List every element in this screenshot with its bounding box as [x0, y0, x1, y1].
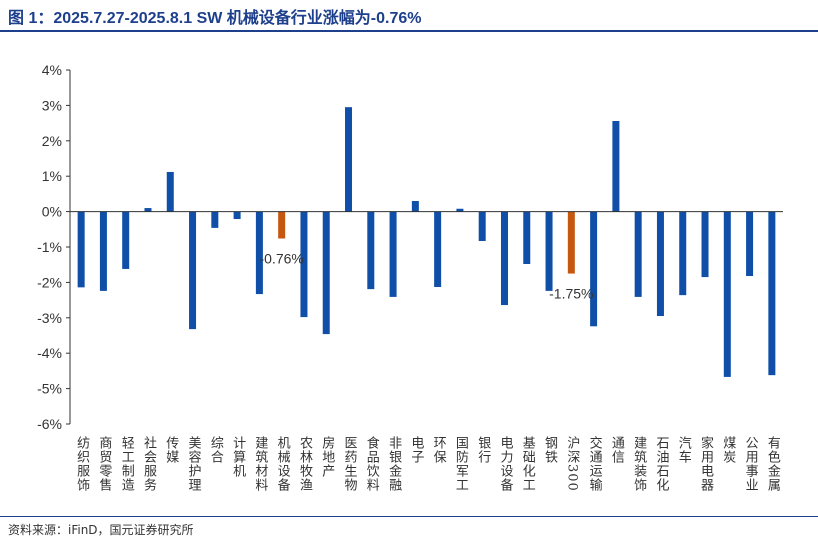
bar-非银金融 — [389, 211, 397, 297]
x-tick-label: 钢铁 — [542, 436, 558, 464]
y-tick-label: -5% — [37, 381, 62, 397]
x-tick-label: 建筑装饰 — [631, 436, 647, 492]
bar-房地产 — [322, 211, 330, 335]
bar-建筑材料 — [255, 211, 263, 295]
bar-沪深300 — [567, 211, 575, 274]
bar-建筑装饰 — [634, 211, 642, 297]
x-tick-label: 家用电器 — [698, 436, 714, 492]
bar-汽车 — [679, 211, 687, 296]
bar-环保 — [434, 211, 442, 288]
x-tick-label: 电子 — [408, 436, 424, 464]
x-tick-label: 医药生物 — [341, 436, 357, 492]
bar-交通运输 — [590, 211, 598, 327]
y-tick-label: -6% — [37, 416, 62, 432]
bar-综合 — [211, 211, 219, 228]
x-tick-label: 轻工制造 — [118, 436, 134, 492]
y-tick-label: -3% — [37, 310, 62, 326]
x-tick-label: 电力设备 — [497, 436, 513, 492]
x-tick-label: 公用事业 — [742, 436, 758, 492]
y-tick-label: 4% — [42, 62, 62, 78]
x-tick-label: 传媒 — [163, 436, 179, 464]
bar-银行 — [478, 211, 486, 241]
y-tick-label: -2% — [37, 274, 62, 290]
bar-计算机 — [233, 211, 241, 220]
bar-轻工制造 — [122, 211, 130, 269]
bar-食品饮料 — [367, 211, 375, 290]
x-tick-label: 综合 — [207, 436, 223, 464]
bar-国防军工 — [456, 208, 464, 212]
x-tick-label: 交通运输 — [586, 436, 602, 492]
x-tick-label: 基础化工 — [519, 436, 535, 492]
bar-商贸零售 — [99, 211, 107, 291]
x-tick-label: 房地产 — [319, 436, 335, 478]
x-tick-label: 计算机 — [230, 436, 246, 478]
y-tick-label: 0% — [42, 204, 62, 220]
bar-机械设备 — [278, 211, 286, 239]
x-tick-label: 农林牧渔 — [296, 436, 312, 492]
bar-医药生物 — [345, 107, 353, 212]
x-tick-label: 美容护理 — [185, 436, 201, 492]
bar-农林牧渔 — [300, 211, 308, 318]
y-tick-label: 1% — [42, 168, 62, 184]
x-tick-label: 建筑材料 — [252, 436, 268, 492]
x-tick-label: 环保 — [430, 436, 446, 464]
x-tick-label: 煤炭 — [720, 436, 736, 464]
bar-煤炭 — [723, 211, 731, 377]
bar-有色金属 — [768, 211, 776, 376]
source-note: 资料来源：iFinD，国元证券研究所 — [8, 523, 194, 537]
x-tick-label: 机械设备 — [274, 436, 290, 492]
x-tick-label: 有色金属 — [764, 436, 780, 492]
bar-家用电器 — [701, 211, 709, 278]
footer-divider — [0, 516, 818, 517]
x-tick-label: 银行 — [475, 436, 491, 464]
x-tick-label: 国防军工 — [452, 436, 468, 492]
bar-公用事业 — [746, 211, 754, 277]
bar-纺织服饰 — [77, 211, 85, 288]
x-tick-label: 社会服务 — [140, 436, 156, 492]
x-tick-label: 食品饮料 — [363, 436, 379, 492]
data-label: -0.76% — [259, 251, 303, 267]
x-tick-label: 商贸零售 — [96, 436, 112, 492]
x-tick-label: 纺织服饰 — [74, 436, 90, 492]
x-tick-label: 石油石化 — [653, 436, 669, 492]
x-tick-label: 非银金融 — [386, 436, 402, 492]
bar-石油石化 — [656, 211, 664, 317]
y-tick-label: 2% — [42, 133, 62, 149]
title-divider — [0, 30, 818, 32]
bar-基础化工 — [523, 211, 531, 264]
bar-电子 — [411, 200, 419, 212]
data-label: -1.75% — [549, 286, 593, 302]
y-tick-label: -4% — [37, 345, 62, 361]
x-tick-label: 汽车 — [675, 436, 691, 464]
bar-传媒 — [166, 171, 174, 212]
bar-电力设备 — [500, 211, 508, 306]
chart-title: 图 1：2025.7.27-2025.8.1 SW 机械设备行业涨幅为-0.76… — [8, 10, 422, 27]
bar-美容护理 — [189, 211, 197, 330]
x-tick-label: 沪深300 — [564, 436, 580, 492]
bar-钢铁 — [545, 211, 553, 291]
bar-社会服务 — [144, 208, 152, 212]
x-tick-label: 通信 — [608, 436, 624, 464]
y-tick-label: -1% — [37, 239, 62, 255]
y-tick-label: 3% — [42, 97, 62, 113]
bar-通信 — [612, 120, 620, 212]
